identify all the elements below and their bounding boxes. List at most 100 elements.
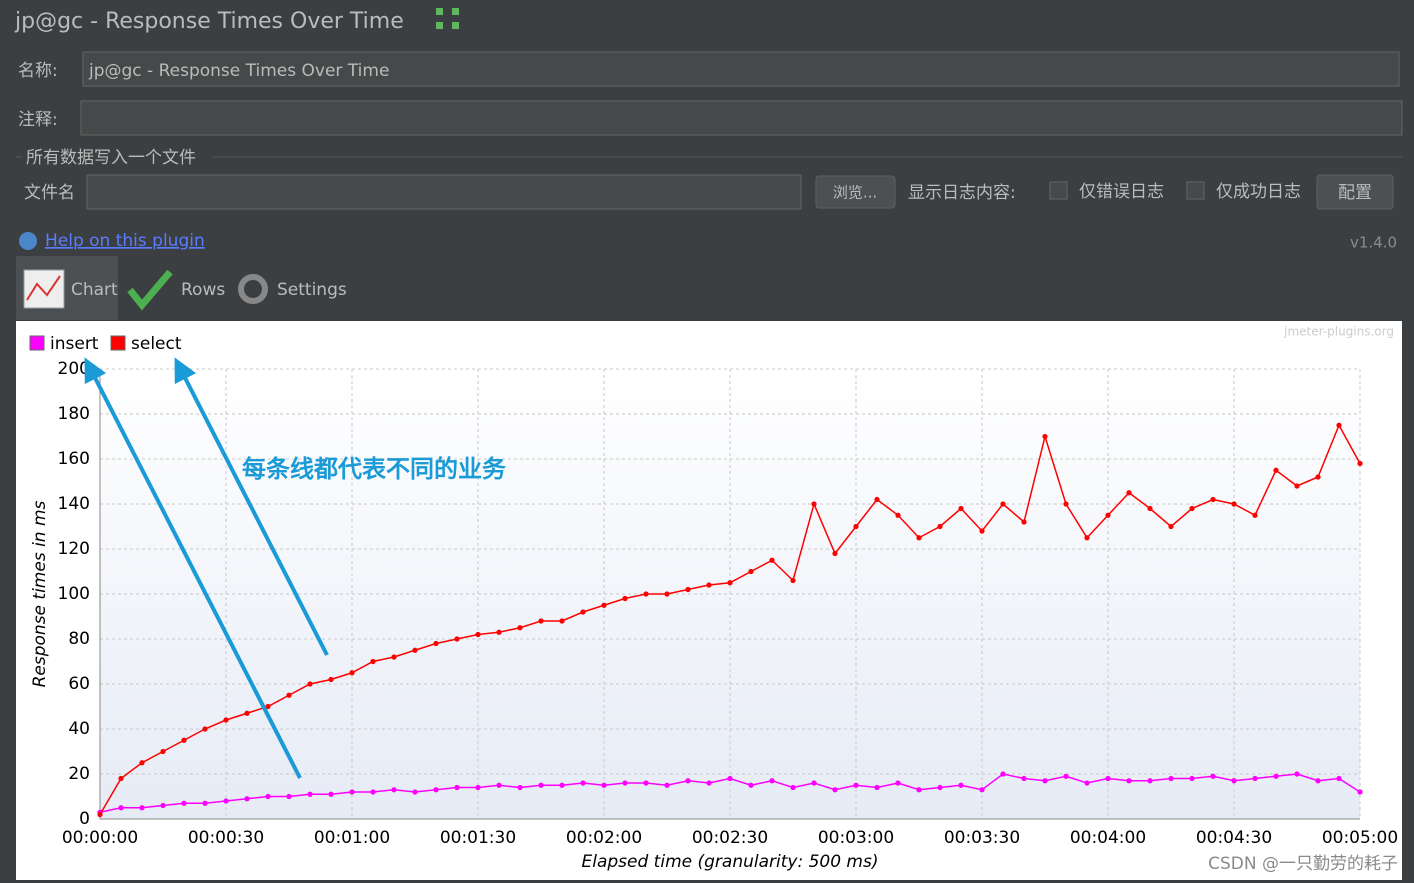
data-point (1000, 771, 1006, 777)
data-point (244, 796, 250, 802)
data-point (685, 586, 691, 593)
data-point (580, 609, 586, 615)
data-point (307, 681, 313, 687)
tab[interactable]: Chart (71, 280, 118, 300)
data-point (1315, 778, 1321, 784)
data-point (496, 782, 502, 788)
data-point (1105, 512, 1111, 518)
data-point (496, 629, 502, 635)
x-axis-label: Elapsed time (granularity: 500 ms) (582, 852, 879, 872)
success-checkbox[interactable] (1186, 181, 1205, 200)
data-point (328, 676, 334, 683)
x-tick-label: 00:03:30 (944, 828, 1020, 848)
browse-text: 浏览... (833, 184, 877, 202)
data-point (244, 710, 250, 716)
data-point (559, 782, 565, 788)
errors-label: 仅错误日志 (1079, 182, 1164, 202)
data-point (895, 780, 901, 786)
data-point (1252, 775, 1258, 782)
data-point (97, 811, 103, 818)
data-point (118, 805, 124, 811)
data-point (1231, 501, 1237, 507)
data-point (1063, 501, 1069, 507)
data-point (391, 787, 397, 793)
data-point (1105, 775, 1111, 782)
data-point (601, 602, 607, 608)
data-point (958, 505, 964, 512)
data-point (1126, 778, 1132, 784)
data-point (475, 784, 481, 791)
data-point (181, 800, 187, 806)
data-point (454, 636, 460, 642)
comment-input[interactable] (80, 100, 1403, 136)
configure-button[interactable] (1316, 174, 1394, 210)
data-point (790, 577, 796, 584)
data-point (1000, 501, 1006, 507)
data-point (118, 775, 124, 782)
data-point (1147, 778, 1153, 784)
data-point (643, 780, 649, 786)
file-input[interactable] (86, 174, 802, 210)
data-point (853, 523, 859, 530)
data-point (517, 625, 523, 631)
y-tick-label: 40 (68, 719, 90, 739)
data-point (1273, 467, 1279, 473)
data-point (685, 778, 691, 784)
data-point (181, 737, 187, 743)
data-point (1294, 771, 1300, 777)
data-point (706, 780, 712, 786)
data-point (706, 582, 712, 588)
version: v1.4.0 (1350, 234, 1397, 252)
x-tick-label: 00:00:00 (62, 828, 138, 848)
x-tick-label: 00:04:00 (1070, 828, 1146, 848)
data-point (1357, 789, 1363, 795)
data-point (664, 591, 670, 597)
data-point (622, 595, 628, 602)
chart-icon (23, 269, 65, 309)
expand-icon[interactable] (436, 8, 459, 29)
y-tick-label: 140 (58, 494, 90, 514)
data-point (307, 791, 313, 797)
name-input[interactable] (82, 51, 1400, 87)
data-point (454, 784, 460, 791)
data-point (160, 802, 166, 809)
x-tick-label: 00:03:00 (818, 828, 894, 848)
data-point (958, 782, 964, 788)
data-point (433, 640, 439, 647)
data-point (160, 748, 166, 755)
data-point (832, 550, 838, 557)
help-link[interactable]: Help on this plugin (45, 231, 205, 251)
data-point (832, 787, 838, 793)
data-point (538, 618, 544, 624)
data-point (790, 784, 796, 791)
success-label: 仅成功日志 (1216, 182, 1301, 202)
data-point (1063, 773, 1069, 779)
data-point (412, 789, 418, 795)
data-point (1336, 775, 1342, 782)
data-point (979, 787, 985, 793)
data-point (643, 591, 649, 597)
data-point (349, 789, 355, 795)
legend-swatch (110, 335, 126, 351)
errors-checkbox[interactable] (1049, 181, 1068, 200)
tab[interactable]: Settings (277, 280, 347, 300)
y-tick-label: 200 (58, 359, 90, 379)
y-tick-label: 160 (58, 449, 90, 469)
data-point (769, 778, 775, 784)
data-point (1042, 778, 1048, 784)
x-tick-label: 00:02:00 (566, 828, 642, 848)
browse-button[interactable] (815, 175, 896, 209)
legend-swatch (29, 335, 45, 351)
watermark: jmeter-plugins.org (1283, 325, 1394, 339)
name-label: 名称: (18, 61, 58, 81)
data-point (223, 717, 229, 723)
settings-icon (238, 274, 268, 304)
data-point (517, 784, 523, 791)
data-point (1168, 523, 1174, 530)
y-axis-label: Response times in ms (30, 500, 50, 687)
data-point (202, 726, 208, 732)
tab[interactable]: Rows (181, 280, 225, 300)
log-label: 显示日志内容: (908, 183, 1016, 203)
arrow (174, 357, 329, 656)
data-point (1336, 422, 1342, 428)
